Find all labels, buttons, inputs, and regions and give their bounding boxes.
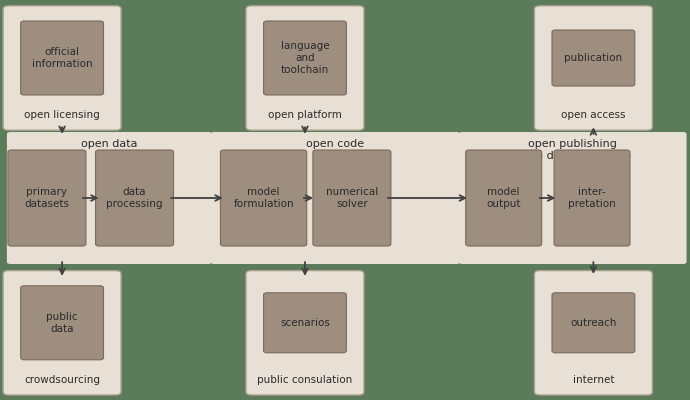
Text: language
and
toolchain: language and toolchain xyxy=(281,41,329,74)
FancyBboxPatch shape xyxy=(264,293,346,353)
Text: primary
datasets: primary datasets xyxy=(24,187,70,209)
Text: open code: open code xyxy=(306,139,364,149)
Text: public
data: public data xyxy=(46,312,78,334)
FancyBboxPatch shape xyxy=(554,150,630,246)
Text: crowdsourcing: crowdsourcing xyxy=(24,374,100,385)
FancyBboxPatch shape xyxy=(221,150,306,246)
Text: open platform: open platform xyxy=(268,110,342,120)
Text: scenarios: scenarios xyxy=(280,318,330,328)
FancyBboxPatch shape xyxy=(3,6,121,130)
FancyBboxPatch shape xyxy=(246,270,364,395)
FancyBboxPatch shape xyxy=(21,286,104,360)
FancyBboxPatch shape xyxy=(313,150,391,246)
Text: internet: internet xyxy=(573,374,614,385)
FancyBboxPatch shape xyxy=(264,21,346,95)
FancyBboxPatch shape xyxy=(246,6,364,130)
Text: open licensing: open licensing xyxy=(24,110,100,120)
Text: data
processing: data processing xyxy=(106,187,163,209)
FancyBboxPatch shape xyxy=(534,6,653,130)
Text: inter-
pretation: inter- pretation xyxy=(568,187,616,209)
FancyBboxPatch shape xyxy=(552,30,635,86)
FancyBboxPatch shape xyxy=(466,150,542,246)
Text: open publishing
(with data and code): open publishing (with data and code) xyxy=(515,139,631,160)
Text: outreach: outreach xyxy=(570,318,617,328)
FancyBboxPatch shape xyxy=(534,270,653,395)
FancyBboxPatch shape xyxy=(8,150,86,246)
FancyBboxPatch shape xyxy=(210,132,460,264)
Text: official
information: official information xyxy=(32,47,92,69)
Text: model
formulation: model formulation xyxy=(233,187,294,209)
FancyBboxPatch shape xyxy=(95,150,174,246)
Text: public consulation: public consulation xyxy=(257,374,353,385)
Text: open data: open data xyxy=(81,139,137,149)
FancyBboxPatch shape xyxy=(7,132,212,264)
Text: model
output: model output xyxy=(486,187,521,209)
FancyBboxPatch shape xyxy=(3,270,121,395)
FancyBboxPatch shape xyxy=(459,132,687,264)
Text: publication: publication xyxy=(564,53,622,63)
FancyBboxPatch shape xyxy=(21,21,104,95)
FancyBboxPatch shape xyxy=(552,293,635,353)
Text: open access: open access xyxy=(561,110,626,120)
Text: numerical
solver: numerical solver xyxy=(326,187,378,209)
